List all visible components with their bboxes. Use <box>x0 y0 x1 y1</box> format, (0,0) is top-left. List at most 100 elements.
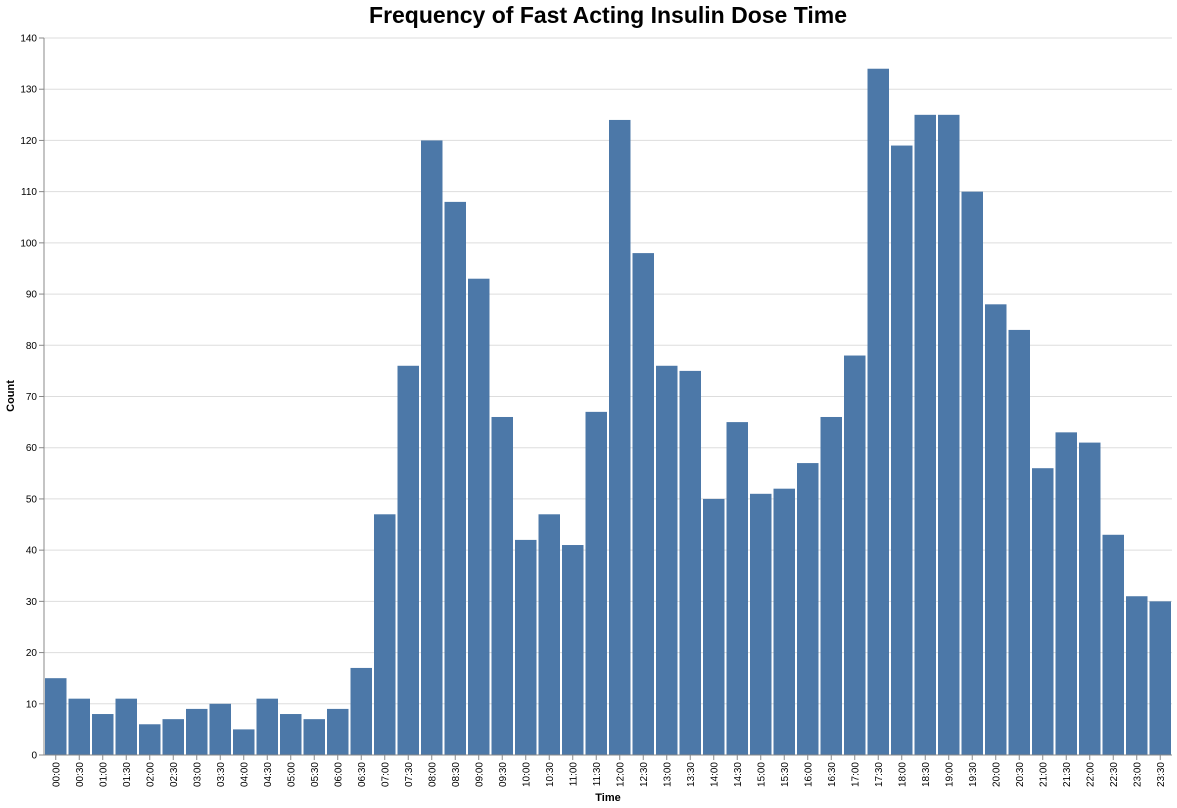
x-tick-label: 07:00 <box>380 762 391 787</box>
x-tick-label: 12:00 <box>615 762 626 787</box>
bar-0400 <box>233 729 255 755</box>
bar-0430 <box>256 698 278 755</box>
bar-1530 <box>773 488 795 755</box>
y-tick-label: 100 <box>20 238 37 249</box>
bar-2000 <box>985 304 1007 755</box>
x-tick-label: 17:30 <box>874 762 885 787</box>
x-tick-label: 19:00 <box>944 762 955 787</box>
bar-0500 <box>280 714 302 755</box>
x-tick-label: 18:00 <box>897 762 908 787</box>
x-tick-label: 16:00 <box>803 762 814 787</box>
bar-2100 <box>1032 468 1054 755</box>
y-tick-label: 50 <box>26 494 38 505</box>
bar-0930 <box>491 416 513 755</box>
x-tick-label: 13:30 <box>686 762 697 787</box>
bar-0130 <box>115 698 137 755</box>
bar-1630 <box>820 416 842 755</box>
x-tick-label: 00:00 <box>51 762 62 787</box>
x-tick-label: 11:00 <box>568 762 579 787</box>
bar-1030 <box>538 514 560 755</box>
x-tick-label: 05:00 <box>286 762 297 787</box>
x-tick-label: 07:30 <box>404 762 415 787</box>
x-axis-title: Time <box>595 792 620 804</box>
bar-0800 <box>421 140 443 755</box>
bar-0830 <box>444 201 466 755</box>
bar-1100 <box>562 545 584 755</box>
bar-1130 <box>585 411 607 755</box>
bar-0630 <box>350 667 372 755</box>
bar-1200 <box>609 119 631 755</box>
x-tick-label: 17:00 <box>850 762 861 787</box>
bar-2330 <box>1149 601 1171 755</box>
x-tick-label: 16:30 <box>827 762 838 787</box>
x-tick-label: 21:30 <box>1062 762 1073 787</box>
bar-0200 <box>139 724 161 755</box>
bar-0700 <box>374 514 396 755</box>
x-tick-label: 21:00 <box>1038 762 1049 787</box>
x-tick-label: 15:00 <box>756 762 767 787</box>
y-tick-label: 30 <box>26 597 38 608</box>
bar-1330 <box>679 370 701 755</box>
x-tick-label: 00:30 <box>75 762 86 787</box>
bar-0730 <box>397 365 419 755</box>
y-tick-label: 70 <box>26 392 38 403</box>
axes: 0 10 20 30 40 50 60 70 80 90 100 110 120 130 140 00:00 0… <box>20 34 1172 787</box>
y-tick-label: 90 <box>26 290 38 301</box>
x-tick-label: 03:30 <box>216 762 227 787</box>
x-tick-label: 04:30 <box>263 762 274 787</box>
bar-2030 <box>1008 329 1030 755</box>
bar-2200 <box>1079 442 1101 755</box>
x-tick-label: 02:30 <box>169 762 180 787</box>
x-tick-label: 20:00 <box>991 762 1002 787</box>
x-tick-label: 06:00 <box>333 762 344 787</box>
x-tick-label: 09:00 <box>474 762 485 787</box>
x-tick-label: 11:30 <box>592 762 603 787</box>
x-tick-label: 10:00 <box>521 762 532 787</box>
x-tick-label: 22:30 <box>1109 762 1120 787</box>
bar-1430 <box>726 422 748 755</box>
x-tick-label: 06:30 <box>357 762 368 787</box>
x-tick-label: 10:30 <box>545 762 556 787</box>
bar-1230 <box>632 253 654 755</box>
bar-1700 <box>844 355 866 755</box>
x-tick-label: 13:00 <box>662 762 673 787</box>
x-tick-label: 23:00 <box>1132 762 1143 787</box>
x-tick-label: 03:00 <box>192 762 203 787</box>
bar-0900 <box>468 278 490 755</box>
y-tick-label: 40 <box>26 546 38 557</box>
x-tick-label: 20:30 <box>1015 762 1026 787</box>
x-tick-label: 04:00 <box>239 762 250 787</box>
bar-0300 <box>186 708 208 755</box>
bar-2130 <box>1055 432 1077 755</box>
y-tick-label: 0 <box>31 751 37 762</box>
x-tick-label: 02:00 <box>145 762 156 787</box>
bar-1730 <box>867 68 889 755</box>
bar-1000 <box>515 539 537 755</box>
x-tick-label: 23:30 <box>1156 762 1167 787</box>
bars <box>45 68 1171 756</box>
bar-1830 <box>914 114 936 756</box>
bar-2300 <box>1126 596 1148 755</box>
y-tick-label: 140 <box>20 34 37 45</box>
y-tick-label: 120 <box>20 136 37 147</box>
y-tick-label: 20 <box>26 648 38 659</box>
bar-1930 <box>961 191 983 756</box>
x-tick-label: 08:30 <box>451 762 462 787</box>
y-tick-label: 60 <box>26 443 38 454</box>
bar-1400 <box>703 498 725 755</box>
x-tick-label: 08:00 <box>427 762 438 787</box>
x-tick-label: 09:30 <box>498 762 509 787</box>
bar-0530 <box>303 719 325 755</box>
y-tick-label: 10 <box>26 699 38 710</box>
y-tick-label: 110 <box>21 187 37 198</box>
x-tick-label: 18:30 <box>921 762 932 787</box>
x-tick-label: 01:30 <box>122 762 133 787</box>
x-tick-label: 19:30 <box>968 762 979 787</box>
bar-1900 <box>938 114 960 756</box>
bar-0100 <box>92 714 114 755</box>
y-axis-title: Count <box>5 380 17 412</box>
bar-2230 <box>1102 534 1124 755</box>
bar-0330 <box>209 703 231 755</box>
x-tick-label: 15:30 <box>780 762 791 787</box>
